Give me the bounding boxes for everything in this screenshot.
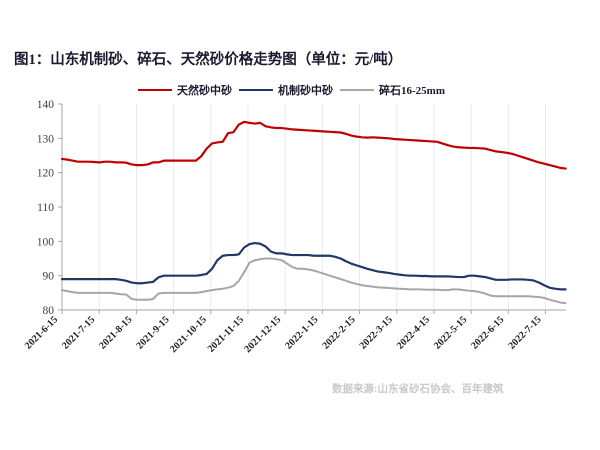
legend-item-crushed-stone: 碎石16-25mm <box>340 82 452 98</box>
y-axis-ticks: 80 90 100 110 120 130 140 <box>37 99 62 317</box>
chart-title: 图1：山东机制砂、碎石、天然砂价格走势图（单位：元/吨） <box>14 52 403 68</box>
legend-label-manufactured-sand: 机制砂中砂 <box>278 85 333 97</box>
svg-text:2021-10-15: 2021-10-15 <box>168 314 209 355</box>
legend-swatch-crushed-stone <box>340 88 374 92</box>
svg-text:2021-7-15: 2021-7-15 <box>60 314 97 351</box>
chart-legend: 天然砂中砂 机制砂中砂 碎石16-25mm <box>138 82 452 98</box>
legend-label-natural-sand: 天然砂中砂 <box>177 85 232 97</box>
x-axis-ticks: 2021-6-15 2021-7-15 2021-8-15 2021-9-152021… <box>23 310 547 355</box>
svg-text:2022-4-15: 2022-4-15 <box>395 314 432 351</box>
svg-text:100: 100 <box>37 236 55 248</box>
legend-label-crushed-stone: 碎石16-25mm <box>379 85 445 97</box>
svg-text:2022-1-15: 2022-1-15 <box>283 314 320 351</box>
series-line-2 <box>61 257 567 305</box>
svg-text:2021-8-15: 2021-8-15 <box>97 314 134 351</box>
svg-text:120: 120 <box>37 168 55 180</box>
svg-text:2021-12-15: 2021-12-15 <box>243 314 284 355</box>
series-line-0 <box>60 120 567 170</box>
svg-text:110: 110 <box>37 202 54 214</box>
grid-lines <box>61 104 546 310</box>
svg-text:130: 130 <box>37 133 55 145</box>
svg-text:2022-6-15: 2022-6-15 <box>469 314 506 351</box>
svg-text:2021-9-15: 2021-9-15 <box>134 314 171 351</box>
svg-text:140: 140 <box>37 99 55 111</box>
legend-item-natural-sand: 天然砂中砂 <box>138 82 239 98</box>
legend-swatch-manufactured-sand <box>239 88 273 92</box>
legend-item-manufactured-sand: 机制砂中砂 <box>239 82 340 98</box>
svg-text:2022-5-15: 2022-5-15 <box>432 314 469 351</box>
svg-text:2021-11-15: 2021-11-15 <box>206 314 246 354</box>
legend-swatch-natural-sand <box>138 88 172 92</box>
svg-text:2022-3-15: 2022-3-15 <box>358 314 395 351</box>
svg-text:2022-2-15: 2022-2-15 <box>320 314 357 351</box>
series-line-1 <box>60 241 567 291</box>
svg-text:90: 90 <box>43 271 55 283</box>
data-series-lines <box>60 120 567 305</box>
svg-text:80: 80 <box>43 305 55 317</box>
svg-text:2022-7-15: 2022-7-15 <box>506 314 543 351</box>
source-note: 数据来源:山东省砂石协会、百年建筑 <box>332 384 504 395</box>
svg-text:2021-6-15: 2021-6-15 <box>23 314 60 351</box>
